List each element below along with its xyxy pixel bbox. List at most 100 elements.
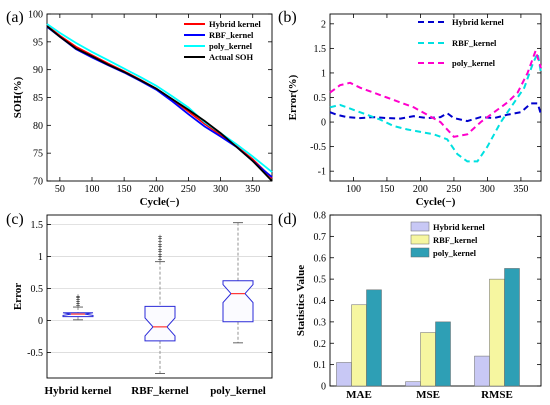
chart-c-outlier-marker: + (158, 233, 163, 242)
chart-d-y-tick-label: 0.7 (314, 232, 327, 243)
chart-a-legend-label: Hybrid kernel (209, 19, 261, 29)
chart-a-y-tick-label: 100 (28, 10, 43, 21)
chart-c-outlier-marker: + (76, 297, 81, 306)
chart-b-y-tick-label: 2 (321, 19, 326, 30)
chart-b-y-tick-label: 1.5 (314, 44, 327, 55)
chart-d-statistics-bars: 0 0.1 0.2 0.3 0.4 0.5 0.6 0.7 0.8 Statistics Valu… (295, 211, 542, 401)
chart-a-y-axis-label: SOH(%) (12, 76, 24, 118)
chart-c-plot-frame (46, 214, 273, 379)
chart-d-bar (504, 268, 520, 387)
chart-b-legend-label: poly_kernel (452, 58, 496, 68)
chart-b-y-tick-label: 1 (321, 68, 326, 79)
chart-d-bar (336, 362, 352, 387)
chart-c-outlier-marker: + (158, 245, 163, 254)
chart-c-y-axis-label: Error (12, 283, 24, 310)
panel-a-label: (a) (6, 9, 24, 26)
chart-a-y-tick-label: 80 (33, 121, 43, 132)
chart-c-outlier-marker: + (76, 293, 81, 302)
chart-d-y-axis-label: Statistics Value (295, 265, 307, 336)
chart-c-outlier-marker: + (76, 299, 81, 308)
chart-c-category-label: RBF_kernel (131, 385, 188, 397)
chart-b-legend-label: RBF_kernel (452, 38, 497, 48)
chart-a-soh-curves: 50 100 150 200 250 300 350 70 75 80 85 90 95 100 Cycle… (12, 10, 273, 208)
chart-c-category-label: poly_kernel (210, 385, 266, 397)
chart-c-notched-box (62, 312, 94, 318)
chart-d-bar (405, 381, 421, 387)
chart-c-y-tick-label: -0.5 (27, 348, 43, 359)
chart-a-y-tick-label: 75 (33, 149, 43, 160)
chart-a-x-tick-label: 50 (55, 184, 65, 195)
panel-b-label: (b) (278, 9, 297, 26)
chart-d-y-tick-label: 0 (321, 382, 326, 393)
chart-d-bar (435, 321, 451, 387)
chart-d-y-tick-label: 0.1 (314, 360, 327, 371)
chart-c-y-tick-label: 1.5 (31, 220, 44, 231)
chart-b-x-tick-label: 150 (379, 184, 394, 195)
chart-a-series-line (46, 25, 273, 182)
chart-a-x-tick-label: 200 (149, 184, 164, 195)
panel-d-label: (d) (278, 211, 297, 228)
chart-b-x-tick-label: 250 (446, 184, 461, 195)
chart-a-y-tick-label: 90 (33, 65, 43, 76)
chart-c-outlier-marker: + (158, 250, 163, 259)
chart-a-legend-label: Actual SOH (209, 52, 254, 62)
chart-c-outlier-marker: + (158, 253, 163, 262)
chart-d-y-tick-label: 0.6 (314, 253, 327, 264)
chart-d-bar (420, 332, 436, 387)
chart-d-category-label: MSE (416, 389, 440, 401)
chart-a-x-tick-label: 100 (85, 184, 100, 195)
chart-c-outlier-marker: + (76, 295, 81, 304)
chart-b-y-tick-label: 0 (321, 118, 326, 129)
chart-c-outlier-marker: + (158, 235, 163, 244)
chart-c-outlier-marker: + (158, 237, 163, 246)
chart-c-outlier-marker: + (76, 292, 81, 301)
chart-b-y-tick-label: -1 (318, 167, 326, 178)
chart-b-x-tick-label: 100 (346, 184, 361, 195)
chart-b-y-tick-label: -0.5 (310, 142, 326, 153)
chart-c-outlier-marker: + (158, 240, 163, 249)
chart-a-legend-label: poly_kernel (209, 41, 253, 51)
chart-d-bar (489, 278, 505, 387)
chart-b-error-curves: 100 150 200 250 300 350 -1 -0.5 0 0.5 1 1.5 2 Cycle(−… (287, 13, 542, 208)
chart-d-bar (474, 355, 490, 387)
chart-d-y-tick-label: 0.4 (314, 296, 327, 307)
chart-a-x-tick-label: 250 (181, 184, 196, 195)
chart-c-notched-box (144, 305, 176, 342)
chart-d-y-tick-label: 0.5 (314, 275, 327, 286)
chart-a-y-tick-label: 70 (33, 177, 43, 188)
chart-a-x-tick-label: 300 (213, 184, 228, 195)
chart-c-outlier-marker: + (158, 242, 163, 251)
chart-a-x-tick-label: 350 (245, 184, 260, 195)
chart-d-legend-label: poly_kernel (433, 248, 477, 258)
chart-a-x-axis-label: Cycle(−) (140, 196, 180, 208)
chart-b-series-line (329, 47, 542, 138)
chart-c-outlier-marker: + (76, 301, 81, 310)
chart-c-outlier-marker: + (158, 255, 163, 264)
chart-c-category-label: Hybrid kernel (45, 385, 112, 397)
panel-c-label: (c) (6, 211, 24, 228)
chart-a-y-tick-label: 95 (33, 37, 43, 48)
chart-a-legend-label: RBF_kernel (209, 30, 254, 40)
chart-b-x-tick-label: 350 (513, 184, 528, 195)
chart-d-bar (366, 289, 382, 387)
chart-a-x-tick-label: 150 (117, 184, 132, 195)
chart-b-series-line (329, 102, 542, 123)
chart-d-legend-label: Hybrid kernel (433, 222, 485, 232)
chart-d-legend-swatch (410, 234, 430, 245)
chart-b-series-line (329, 50, 542, 163)
chart-d-category-label: RMSE (481, 389, 513, 401)
chart-b-x-tick-label: 300 (480, 184, 495, 195)
chart-c-notched-box (222, 280, 254, 323)
chart-b-legend-label: Hybrid kernel (452, 17, 504, 27)
chart-a-series-line (46, 23, 273, 173)
chart-c-y-tick-label: 1 (38, 252, 43, 263)
chart-b-x-axis-label: Cycle(−) (416, 196, 456, 208)
chart-c-y-tick-label: 0.5 (31, 284, 44, 295)
chart-d-y-tick-label: 0.8 (314, 211, 327, 222)
chart-d-y-tick-label: 0.2 (314, 339, 327, 350)
chart-d-bar (351, 304, 367, 387)
chart-a-y-tick-label: 85 (33, 93, 43, 104)
chart-c-y-tick-label: 0 (38, 316, 43, 327)
